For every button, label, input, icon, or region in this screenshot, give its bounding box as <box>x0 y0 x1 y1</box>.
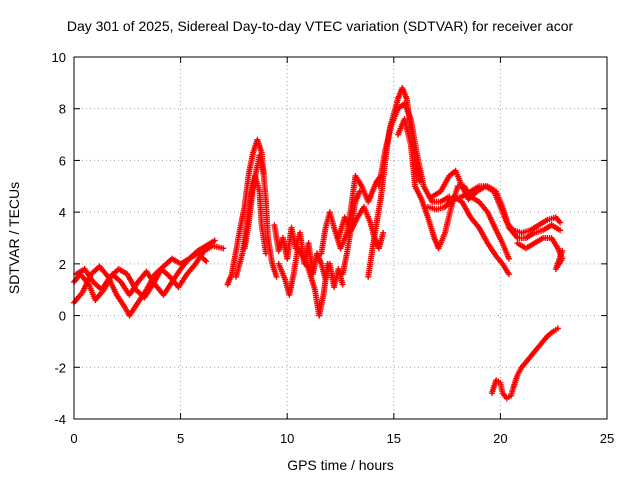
series-markers <box>339 188 363 278</box>
x-tick-label: 15 <box>387 431 401 446</box>
series-markers <box>375 100 453 205</box>
series-markers <box>73 242 227 301</box>
series-sat-13 <box>375 100 453 205</box>
series-markers <box>488 325 561 402</box>
data-series <box>71 85 566 402</box>
series-sat-19 <box>488 325 561 402</box>
series-sat-17 <box>441 193 512 278</box>
x-axis-label: GPS time / hours <box>287 457 394 473</box>
y-tick-label: 6 <box>59 153 66 168</box>
series-sat-3 <box>73 242 227 301</box>
series-sat-18 <box>514 235 566 273</box>
x-tick-label: 10 <box>280 431 294 446</box>
y-tick-label: 0 <box>59 309 66 324</box>
x-axis-ticks: 0 5 10 15 20 25 <box>70 57 614 446</box>
x-tick-label: 5 <box>177 431 184 446</box>
series-sat-9 <box>318 172 385 257</box>
x-tick-label: 25 <box>600 431 614 446</box>
series-markers <box>241 152 267 252</box>
plot-frame <box>73 56 608 420</box>
series-markers <box>224 136 280 288</box>
series-sat-4 <box>224 136 280 288</box>
y-tick-label: 4 <box>59 205 66 220</box>
series-markers <box>318 172 385 257</box>
x-tick-label: 20 <box>493 431 507 446</box>
series-sat-11 <box>339 188 363 278</box>
series-sat-8 <box>275 245 331 319</box>
x-tick-label: 0 <box>70 431 77 446</box>
y-tick-label: -2 <box>54 360 66 375</box>
y-tick-label: 10 <box>52 50 66 65</box>
chart-title: Day 301 of 2025, Sidereal Day-to-day VTE… <box>66 18 574 34</box>
series-markers <box>275 245 331 319</box>
y-tick-label: 2 <box>59 257 66 272</box>
y-tick-label: 8 <box>59 102 66 117</box>
y-tick-label: -4 <box>54 412 66 427</box>
series-markers <box>441 193 512 278</box>
series-sat-6 <box>241 152 267 252</box>
series-markers <box>514 235 566 273</box>
